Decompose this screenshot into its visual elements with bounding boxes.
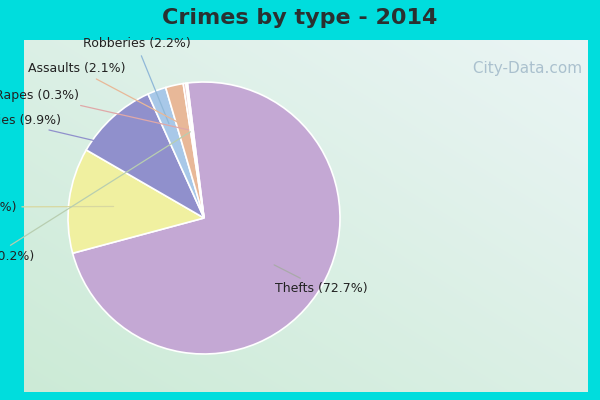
Wedge shape (148, 88, 204, 218)
Text: Robberies (2.2%): Robberies (2.2%) (83, 38, 190, 124)
Text: City-Data.com: City-Data.com (468, 60, 582, 76)
Text: Thefts (72.7%): Thefts (72.7%) (274, 265, 367, 295)
Text: Auto thefts (12.5%): Auto thefts (12.5%) (0, 201, 113, 214)
Wedge shape (68, 150, 204, 253)
Wedge shape (183, 83, 204, 218)
Wedge shape (73, 82, 340, 354)
Text: Arson (0.2%): Arson (0.2%) (0, 132, 190, 262)
Text: Assaults (2.1%): Assaults (2.1%) (28, 62, 181, 124)
Text: Burglaries (9.9%): Burglaries (9.9%) (0, 114, 142, 152)
Wedge shape (186, 83, 204, 218)
Wedge shape (166, 84, 204, 218)
Wedge shape (86, 94, 204, 218)
Text: Crimes by type - 2014: Crimes by type - 2014 (163, 8, 437, 28)
Text: Rapes (0.3%): Rapes (0.3%) (0, 89, 188, 130)
